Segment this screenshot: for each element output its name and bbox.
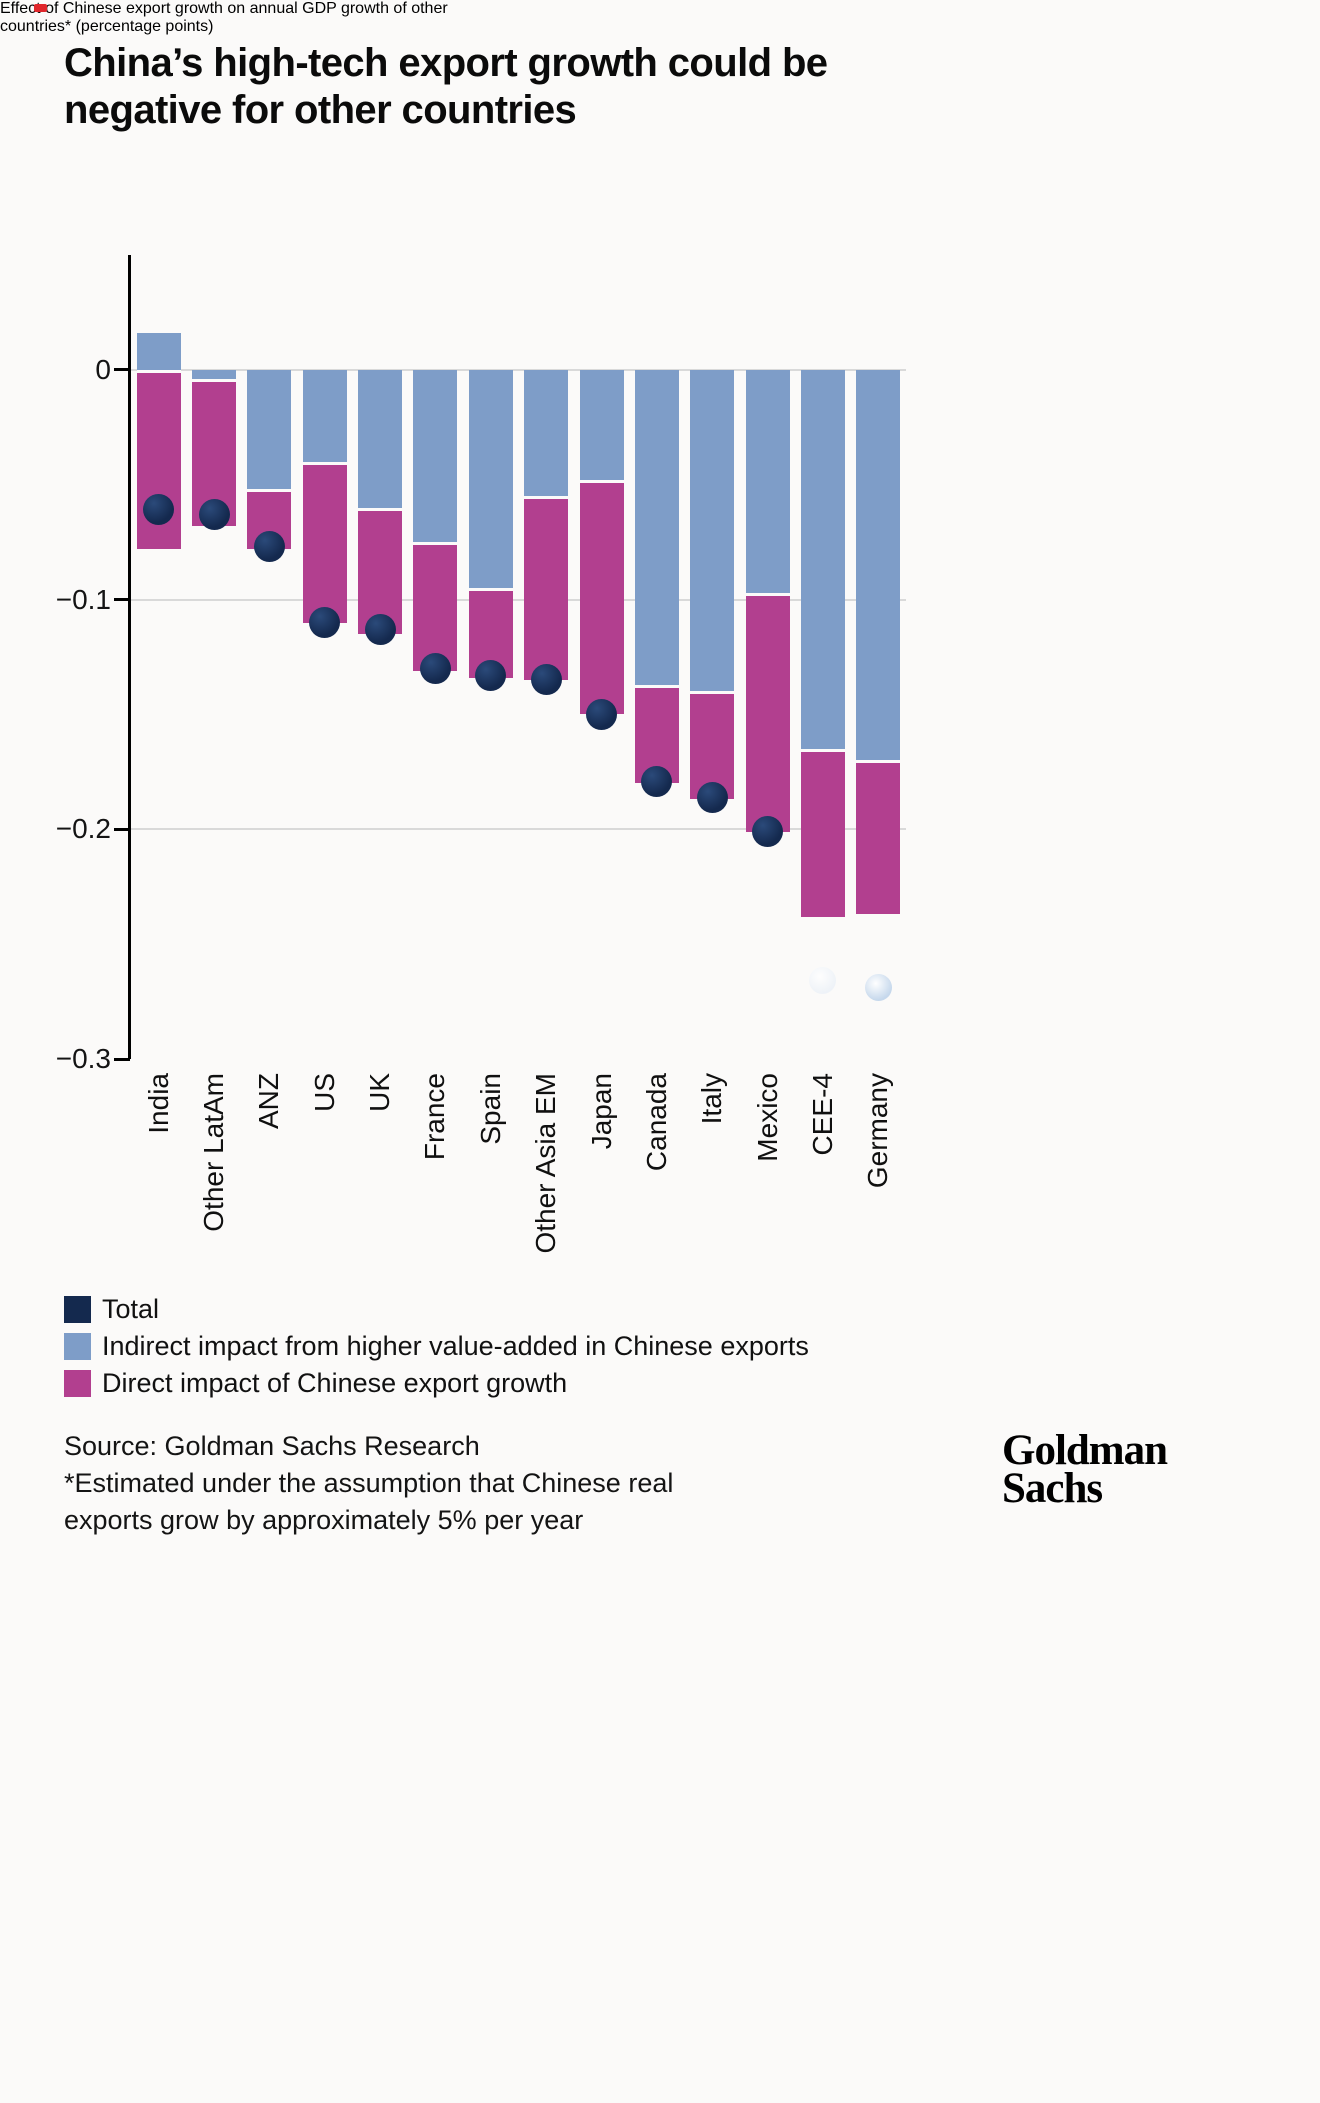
bar-direct-US <box>302 461 347 623</box>
legend-item-direct: Direct impact of Chinese export growth <box>64 1365 809 1402</box>
page-title-line2: negative for other countries <box>64 88 577 132</box>
legend-label-direct: Direct impact of Chinese export growth <box>102 1368 568 1398</box>
x-axis-label-Other Asia EM: Other Asia EM <box>530 1073 562 1254</box>
bar-indirect-Italy <box>690 369 735 692</box>
x-axis-label-India: India <box>142 1073 174 1134</box>
total-dot-France <box>419 652 451 684</box>
stacked-bar-chart: 0 −0.1 −0.2 −0.3 India Other LatAm ANZ US UK Fran… <box>0 255 1320 1265</box>
y-axis-line <box>128 255 131 1059</box>
x-axis-label-CEE-4: CEE-4 <box>806 1073 838 1156</box>
x-axis-label-ANZ: ANZ <box>253 1073 285 1129</box>
ghost-dot-CEE-4 <box>809 967 837 995</box>
total-dot-US <box>309 607 341 639</box>
y-axis-label: −0.1 <box>55 583 111 615</box>
footnote-line1: *Estimated under the assumption that Chi… <box>64 1468 674 1498</box>
bar-direct-Italy <box>690 691 735 800</box>
x-axis-label-Germany: Germany <box>862 1073 894 1189</box>
legend-label-indirect: Indirect impact from higher value-added … <box>102 1331 809 1361</box>
total-dot-UK <box>364 613 396 645</box>
source-line: Source: Goldman Sachs Research <box>64 1431 480 1461</box>
page-title-line1: China’s high-tech export growth could be <box>64 41 828 85</box>
bar-indirect-Spain <box>468 369 513 589</box>
x-axis-label-UK: UK <box>364 1073 396 1112</box>
legend-item-total: Total <box>64 1291 809 1328</box>
chart-subtitle-line1: Effect of Chinese export growth on annua… <box>0 0 448 17</box>
legend-swatch-indirect <box>64 1333 91 1360</box>
gridline-0 <box>131 368 906 371</box>
total-dot-Other Asia EM <box>530 664 562 696</box>
x-axis-label-Mexico: Mexico <box>751 1073 783 1162</box>
bar-direct-UK <box>358 507 403 634</box>
bar-direct-Mexico <box>745 592 790 832</box>
bar-indirect-Other Asia EM <box>524 369 569 497</box>
bar-indirect-ANZ <box>247 369 292 490</box>
y-axis-label: −0.2 <box>55 813 111 845</box>
goldman-sachs-logo-line2: Sachs <box>1002 1465 1103 1512</box>
x-axis-label-Spain: Spain <box>474 1073 506 1145</box>
y-axis-tick <box>114 827 130 831</box>
total-dot-Canada <box>641 765 673 797</box>
x-axis-label-France: France <box>419 1073 451 1161</box>
source-note: Source: Goldman Sachs Research *Estimate… <box>64 1428 673 1539</box>
bar-indirect-Japan <box>579 369 624 481</box>
bar-indirect-Germany <box>856 369 901 761</box>
x-axis-label-Italy: Italy <box>696 1073 728 1125</box>
legend-swatch-direct <box>64 1370 91 1397</box>
total-dot-Mexico <box>752 816 784 848</box>
chart-subtitle-line2: countries* (percentage points) <box>0 18 214 35</box>
goldman-sachs-logo: Goldman Sachs <box>1002 1427 1168 1512</box>
bar-direct-Other Asia EM <box>524 496 569 680</box>
bar-indirect-Other LatAm <box>192 369 237 380</box>
y-axis-tick <box>114 1057 130 1061</box>
x-axis-label-Canada: Canada <box>640 1073 672 1172</box>
legend-swatch-total <box>64 1296 91 1323</box>
bar-indirect-UK <box>358 369 403 508</box>
legend-item-indirect: Indirect impact from higher value-added … <box>64 1328 809 1365</box>
screen-artifact-mark <box>34 4 47 12</box>
bar-direct-Japan <box>579 480 624 715</box>
bar-indirect-Mexico <box>745 369 790 593</box>
goldman-sachs-logo-line1: Goldman <box>1002 1427 1168 1474</box>
total-dot-Spain <box>475 659 507 691</box>
ghost-dot-Germany <box>864 974 892 1002</box>
bar-indirect-US <box>302 369 347 462</box>
y-axis-tick <box>114 598 130 602</box>
x-axis-label-Other LatAm: Other LatAm <box>198 1073 230 1232</box>
total-dot-Japan <box>586 698 618 730</box>
y-axis-label: 0 <box>95 353 111 385</box>
page-title: China’s high-tech export growth could be… <box>64 40 924 134</box>
bar-direct-Germany <box>856 760 901 915</box>
x-axis-label-Japan: Japan <box>585 1073 617 1150</box>
bar-indirect-France <box>413 369 458 543</box>
x-axis-label-US: US <box>308 1073 340 1112</box>
legend-label-total: Total <box>102 1294 160 1324</box>
gridline--0.1 <box>131 598 906 601</box>
total-dot-ANZ <box>253 531 285 563</box>
bar-indirect-CEE-4 <box>800 369 845 749</box>
bar-direct-CEE-4 <box>800 748 845 917</box>
total-dot-Other LatAm <box>198 499 230 531</box>
footnote-line2: exports grow by approximately 5% per yea… <box>64 1505 584 1535</box>
y-axis-tick <box>114 368 130 372</box>
bar-indirect-Canada <box>634 369 679 685</box>
y-axis-label: −0.3 <box>55 1043 111 1074</box>
gridline--0.2 <box>131 828 906 831</box>
total-dot-India <box>143 494 175 526</box>
legend: Total Indirect impact from higher value-… <box>64 1291 809 1402</box>
bar-indirect-India <box>136 333 181 370</box>
bar-direct-France <box>413 542 458 671</box>
total-dot-Italy <box>696 781 728 813</box>
